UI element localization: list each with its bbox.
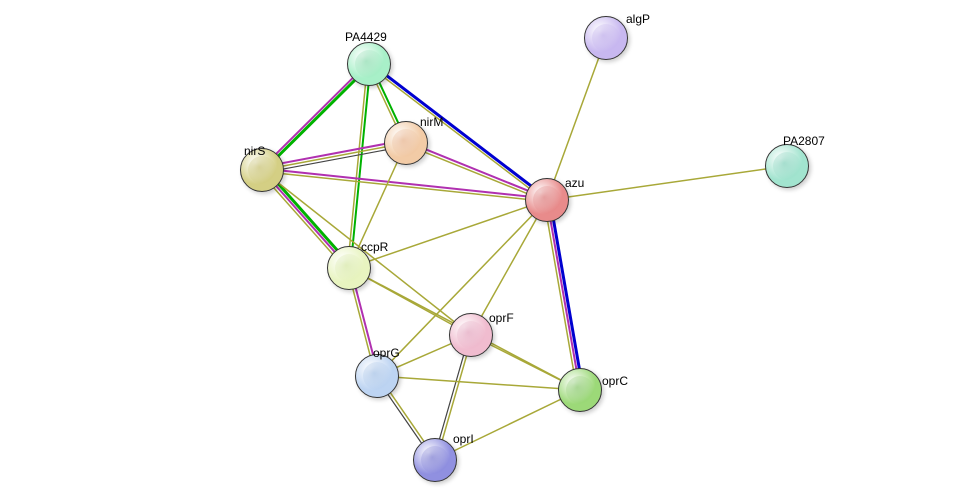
edge-azu-PA2807 <box>547 166 787 200</box>
network-edges-layer <box>0 0 975 504</box>
node-structure-icon <box>363 362 391 390</box>
node-structure-icon <box>421 446 449 474</box>
edge-azu-oprC <box>547 200 580 390</box>
node-oprI[interactable] <box>413 438 457 482</box>
edge-azu-oprC <box>544 201 577 391</box>
node-azu[interactable] <box>525 178 569 222</box>
node-oprG[interactable] <box>355 354 399 398</box>
node-nirS[interactable] <box>240 148 284 192</box>
node-oprC[interactable] <box>558 368 602 412</box>
node-structure-icon <box>533 186 561 214</box>
edge-PA4429-ccpR <box>348 64 368 268</box>
node-structure-icon <box>566 376 594 404</box>
node-structure-icon <box>592 24 620 52</box>
node-structure-icon <box>457 321 485 349</box>
edge-oprG-oprC <box>377 376 580 390</box>
edge-nirS-azu <box>262 171 547 201</box>
node-structure-icon <box>335 254 363 282</box>
node-nirM[interactable] <box>384 121 428 165</box>
edge-azu-oprC <box>550 199 583 389</box>
edge-oprC-oprI <box>435 390 580 460</box>
node-oprF[interactable] <box>449 313 493 357</box>
node-PA4429[interactable] <box>347 42 391 86</box>
node-PA2807[interactable] <box>765 144 809 188</box>
node-algP[interactable] <box>584 16 628 60</box>
edge-nirS-azu <box>262 169 547 199</box>
node-structure-icon <box>773 152 801 180</box>
node-ccpR[interactable] <box>327 246 371 290</box>
node-structure-icon <box>392 129 420 157</box>
node-structure-icon <box>355 50 383 78</box>
node-structure-icon <box>248 156 276 184</box>
edge-azu-ccpR <box>349 200 547 268</box>
edge-algP-azu <box>547 38 606 200</box>
edge-PA4429-ccpR <box>350 64 370 268</box>
